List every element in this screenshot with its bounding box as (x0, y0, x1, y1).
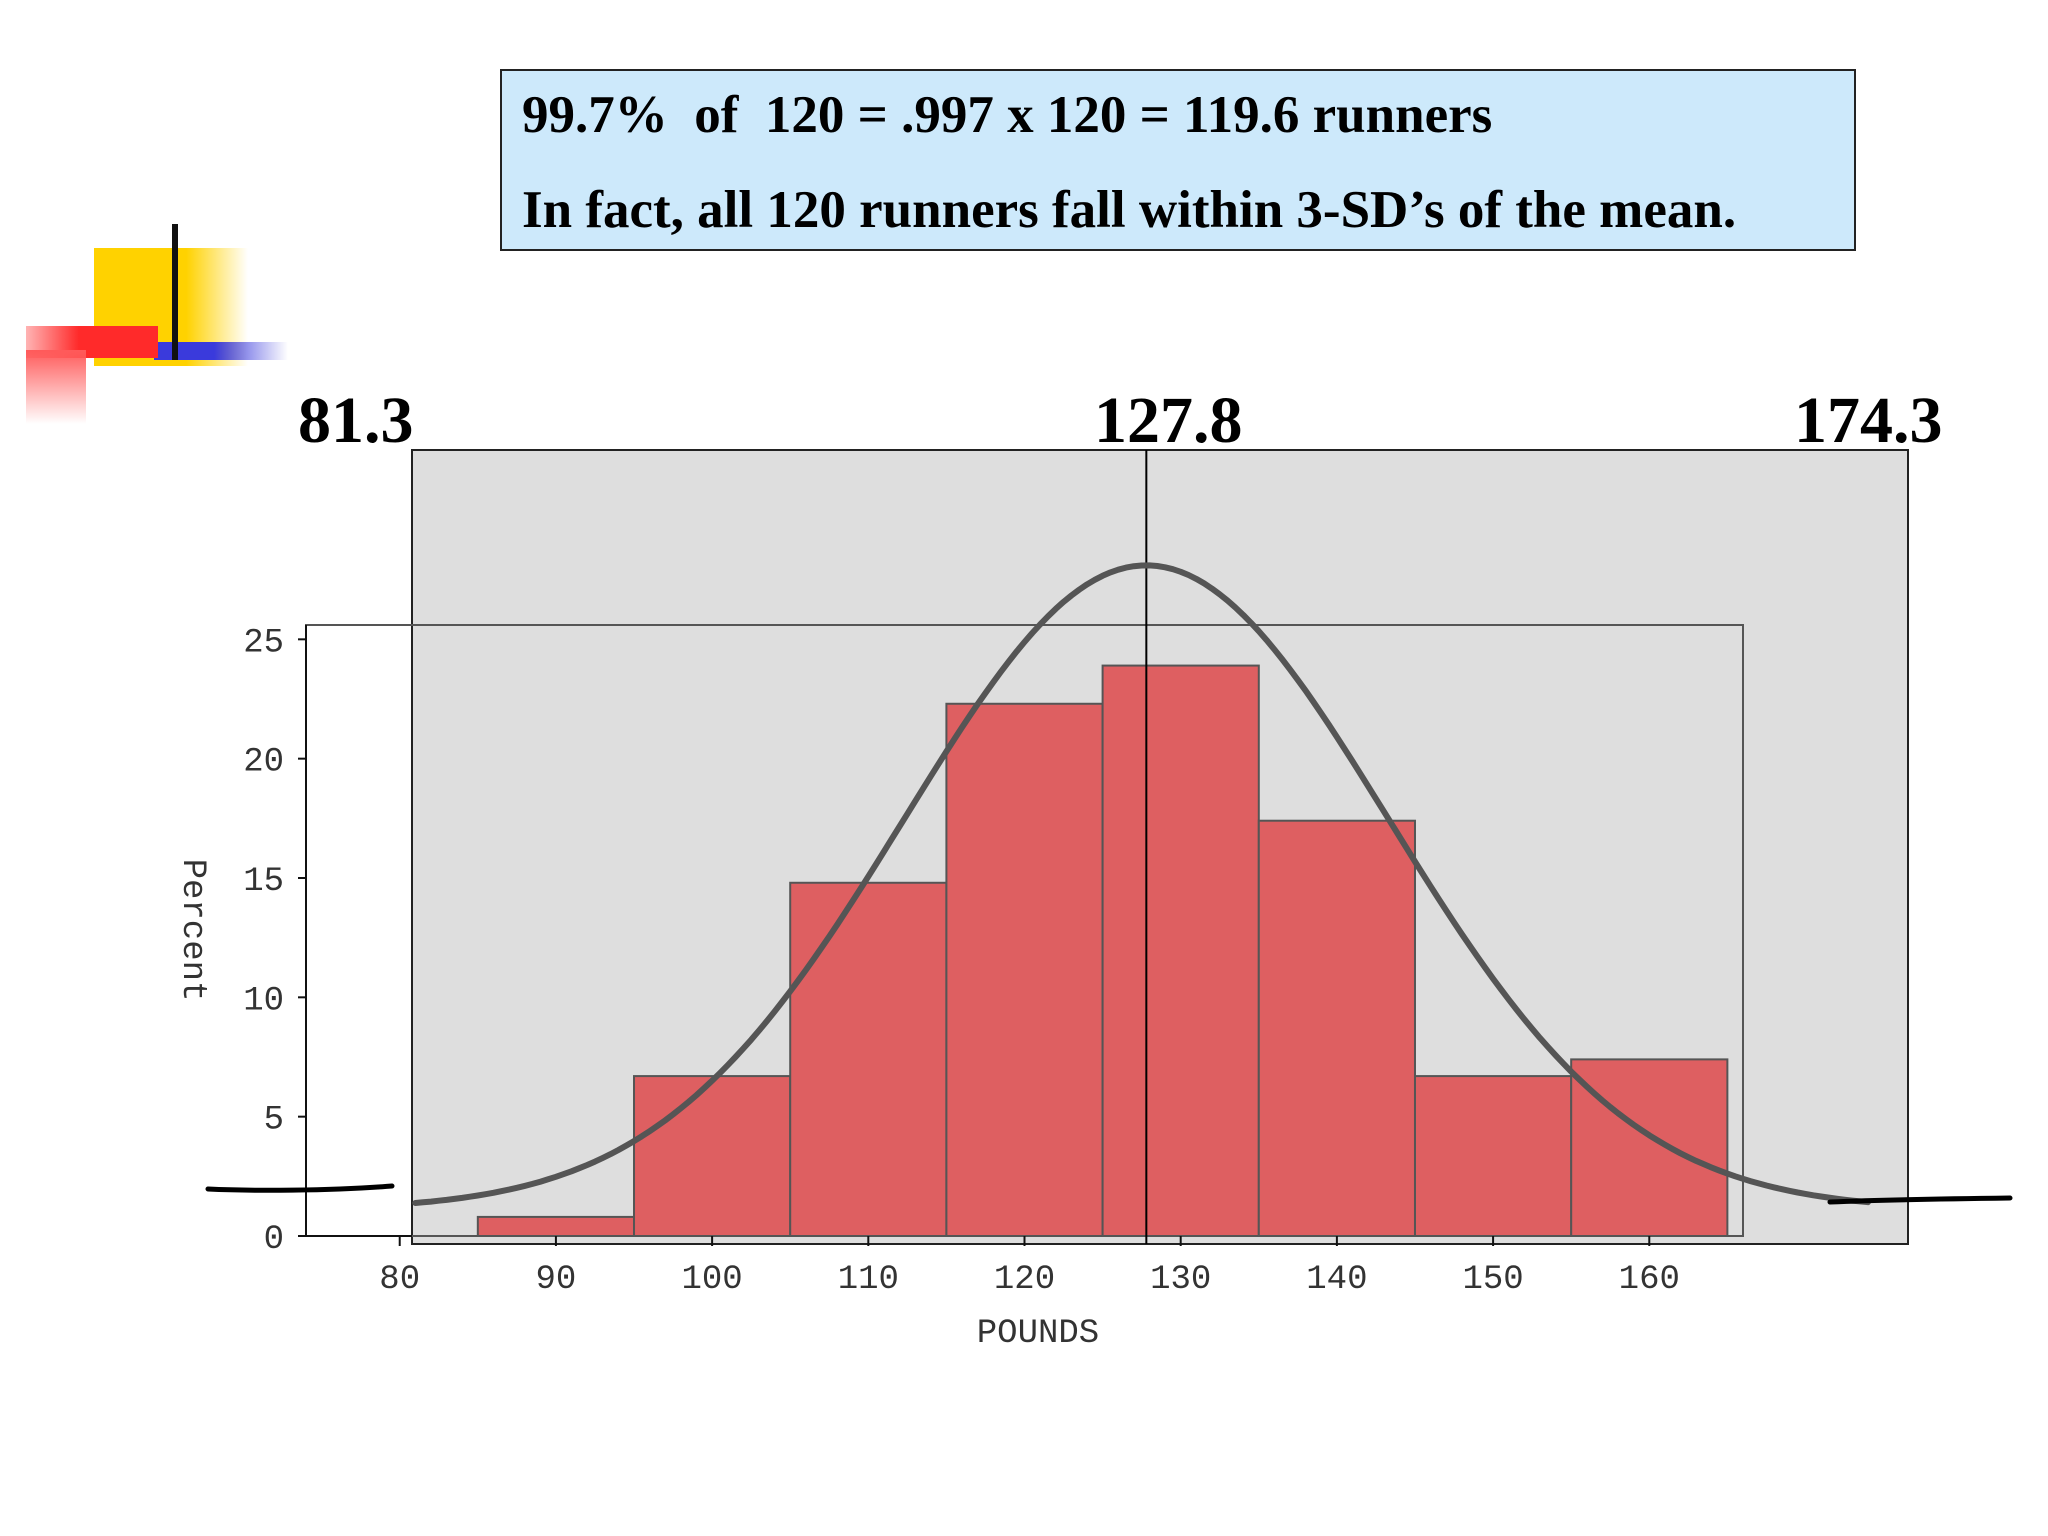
black-vertical-line (172, 224, 178, 360)
axes-group: 0 5 10 15 20 25 80 90 100 110 120 130 140 150 160 (243, 624, 1680, 1299)
callout-box: 99.7% of 120 = .997 x 120 = 119.6 runner… (500, 69, 1856, 251)
x-tick-label: 130 (1150, 1261, 1211, 1299)
callout-line-2: In fact, all 120 runners fall within 3-S… (522, 181, 1737, 239)
y-tick-label: 20 (243, 744, 284, 782)
histogram-bar (945, 702, 1104, 1237)
corner-decoration (0, 0, 300, 440)
x-tick-label: 140 (1306, 1261, 1367, 1299)
x-tick-label: 150 (1462, 1261, 1523, 1299)
y-tick-label: 5 (264, 1102, 284, 1140)
bars-group (476, 664, 1729, 1237)
x-tick-label: 120 (994, 1261, 1055, 1299)
histogram-bar (1570, 1058, 1729, 1237)
y-tick-label: 0 (264, 1221, 284, 1259)
histogram-bar (1257, 819, 1416, 1237)
histogram-bar (789, 881, 948, 1237)
red-shape-vertical (26, 350, 86, 424)
histogram-bar (633, 1075, 792, 1237)
blue-bar (154, 342, 288, 360)
histogram-bar (1101, 664, 1260, 1237)
histogram-bar (1413, 1075, 1573, 1237)
lower-3sd-label: 81.3 (298, 384, 414, 457)
x-tick-label: 110 (838, 1261, 899, 1299)
x-tick-label: 100 (681, 1261, 742, 1299)
normal-curve (412, 562, 1871, 1206)
x-tick-label: 80 (379, 1261, 420, 1299)
y-axis-title: Percent (173, 859, 211, 1002)
y-tick-label: 10 (243, 982, 284, 1020)
y-tick-label: 25 (243, 624, 284, 662)
callout-line-1: 99.7% of 120 = .997 x 120 = 119.6 runner… (522, 86, 1493, 144)
x-tick-label: 160 (1619, 1261, 1680, 1299)
histogram-bar (476, 1215, 636, 1237)
y-tick-label: 15 (243, 863, 284, 901)
left-white-strip (307, 626, 411, 1235)
upper-3sd-label: 174.3 (1794, 384, 1943, 457)
x-tick-label: 90 (536, 1261, 577, 1299)
curve-extension-left (205, 1183, 395, 1193)
mean-label: 127.8 (1094, 384, 1243, 457)
curve-extension-right (1827, 1195, 2013, 1205)
x-axis-title: POUNDS (977, 1315, 1099, 1353)
